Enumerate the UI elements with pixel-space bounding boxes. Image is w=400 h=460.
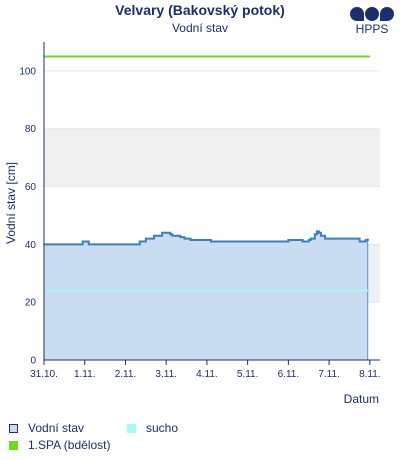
legend-label-spa: 1.SPA (bdělost) bbox=[28, 438, 111, 452]
chart-subtitle: Vodní stav bbox=[171, 21, 229, 35]
x-tick-label-7: 7.11. bbox=[318, 369, 340, 380]
x-tick-label-4: 4.11. bbox=[196, 369, 218, 380]
y-tick-label-40: 40 bbox=[25, 240, 37, 251]
logo-mark-left bbox=[350, 7, 364, 21]
legend-item-spa: 1.SPA (bdělost) bbox=[9, 438, 111, 452]
logo-mark-right bbox=[380, 7, 394, 21]
x-tick-label-2: 2.11. bbox=[115, 369, 137, 380]
legend-swatch-sucho bbox=[127, 423, 136, 433]
legend-label-sucho: sucho bbox=[146, 421, 179, 435]
x-tick-label-8: 8.11. bbox=[359, 369, 381, 380]
y-tick-label-20: 20 bbox=[25, 298, 37, 309]
x-axis-title: Datum bbox=[344, 392, 379, 406]
x-tick-labels: 31.10. 1.11. 2.11. 3.11. 4.11. 5.11. 6.11. 7.11… bbox=[30, 360, 381, 380]
y-tick-label-80: 80 bbox=[25, 124, 37, 135]
logo-mark-middle bbox=[365, 7, 379, 21]
water-level-area bbox=[43, 230, 369, 361]
x-tick-label-3: 3.11. bbox=[155, 369, 177, 380]
x-tick-label-0: 31.10. bbox=[30, 369, 58, 380]
legend-swatch-spa bbox=[9, 440, 18, 450]
x-tick-label-6: 6.11. bbox=[278, 369, 300, 380]
grid-band-1 bbox=[44, 128, 380, 187]
hpps-logo-icon bbox=[350, 7, 394, 21]
x-tick-label-5: 5.11. bbox=[237, 369, 259, 380]
logo-text: HPPS bbox=[355, 22, 389, 36]
legend-item-vodni-stav: Vodní stav bbox=[9, 421, 84, 435]
y-tick-label-0: 0 bbox=[30, 356, 36, 367]
legend-label-vodni-stav: Vodní stav bbox=[28, 421, 85, 435]
legend-item-sucho: sucho bbox=[127, 421, 178, 435]
x-tick-label-1: 1.11. bbox=[74, 369, 96, 380]
legend-swatch-vodni-stav bbox=[9, 423, 18, 433]
y-tick-label-100: 100 bbox=[19, 66, 36, 77]
y-tick-labels: 0 20 40 60 80 100 bbox=[19, 66, 36, 366]
y-tick-label-60: 60 bbox=[25, 182, 37, 193]
chart-title: Velvary (Bakovský potok) bbox=[115, 2, 285, 18]
water-level-line bbox=[44, 230, 369, 246]
y-axis-title: Vodní stav [cm] bbox=[4, 162, 18, 244]
